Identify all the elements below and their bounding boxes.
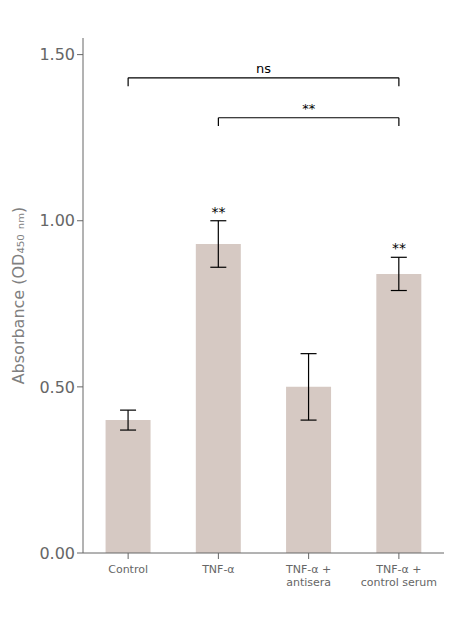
svg-text:ns: ns — [256, 61, 271, 76]
svg-text:1.50: 1.50 — [39, 45, 75, 64]
svg-text:0.50: 0.50 — [39, 378, 75, 397]
svg-text:**: ** — [392, 240, 406, 256]
svg-text:**: ** — [302, 101, 316, 116]
svg-text:0.00: 0.00 — [39, 544, 75, 563]
svg-text:1.00: 1.00 — [39, 211, 75, 230]
svg-text:Absorbance (OD₄₅₀ ₙₘ): Absorbance (OD₄₅₀ ₙₘ) — [9, 207, 28, 385]
svg-text:**: ** — [211, 204, 225, 220]
svg-text:TNF-α +antisera: TNF-α +antisera — [285, 563, 331, 589]
svg-text:TNF-α +control serum: TNF-α +control serum — [361, 563, 437, 589]
svg-text:TNF-α: TNF-α — [201, 563, 235, 576]
svg-text:Control: Control — [108, 563, 148, 576]
